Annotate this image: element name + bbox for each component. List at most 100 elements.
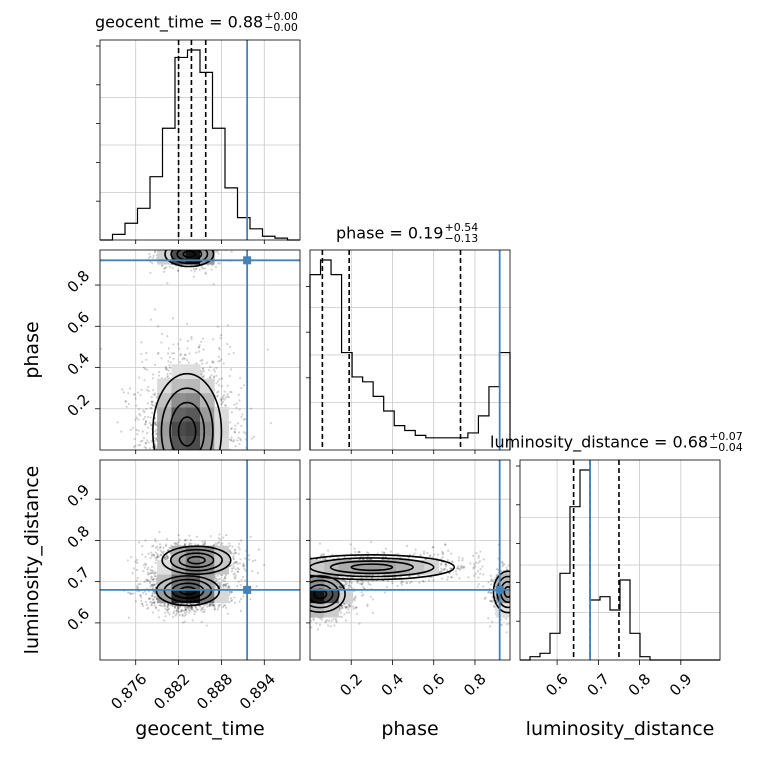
sample-point xyxy=(197,453,199,455)
sample-point xyxy=(227,352,230,356)
sample-point xyxy=(124,400,127,403)
sample-point xyxy=(171,352,174,355)
sample-point xyxy=(176,244,178,246)
sample-point xyxy=(202,479,204,481)
sample-point xyxy=(158,546,162,549)
sample-point xyxy=(153,574,157,578)
sample-point xyxy=(216,476,218,478)
sample-point xyxy=(233,430,236,433)
sample-point xyxy=(179,455,181,457)
sample-point xyxy=(239,376,242,380)
sample-point xyxy=(204,457,206,459)
sample-point xyxy=(166,605,169,608)
sample-point xyxy=(144,441,147,445)
sample-point xyxy=(165,368,168,371)
sample-point xyxy=(239,488,241,490)
sample-point xyxy=(176,471,178,473)
sample-point xyxy=(140,496,142,498)
sample-point xyxy=(197,474,199,476)
sample-point xyxy=(207,456,209,458)
sample-point xyxy=(154,453,156,455)
sample-point xyxy=(190,336,193,339)
sample-point xyxy=(197,244,199,246)
sample-point xyxy=(127,616,131,619)
sample-point xyxy=(175,242,177,244)
sample-point xyxy=(178,605,181,609)
sample-point xyxy=(242,418,245,421)
sample-point xyxy=(222,584,225,587)
sample-point xyxy=(188,466,190,468)
sample-point xyxy=(139,482,141,484)
sample-point xyxy=(179,468,181,470)
sample-point xyxy=(172,357,175,360)
sample-point xyxy=(230,427,233,430)
sample-point xyxy=(177,342,180,346)
sample-point xyxy=(212,360,215,363)
sample-point xyxy=(226,517,228,519)
sample-point xyxy=(187,609,190,612)
sample-point xyxy=(140,341,143,344)
sample-point xyxy=(174,467,176,469)
sample-point xyxy=(228,345,232,349)
sample-point xyxy=(165,557,169,560)
sample-point xyxy=(153,455,155,457)
sample-point xyxy=(146,579,149,582)
sample-point xyxy=(160,245,162,247)
sample-point xyxy=(153,595,156,598)
sample-point xyxy=(186,471,188,473)
sample-point xyxy=(203,542,207,545)
sample-point xyxy=(205,473,207,475)
sample-point xyxy=(233,561,236,564)
sample-point xyxy=(195,242,197,244)
sample-point xyxy=(230,537,232,539)
sample-point xyxy=(187,517,189,519)
sample-point xyxy=(183,465,185,467)
sample-point xyxy=(152,544,155,547)
sample-point xyxy=(180,246,182,248)
sample-point xyxy=(200,460,202,462)
sample-point xyxy=(192,467,194,469)
sample-point xyxy=(188,247,190,249)
sample-point xyxy=(182,453,184,455)
sample-point xyxy=(211,502,213,504)
sample-point xyxy=(202,337,205,340)
sample-point xyxy=(209,365,212,368)
sample-point xyxy=(209,507,211,509)
sample-point xyxy=(218,603,222,607)
sample-point xyxy=(202,370,206,373)
sample-point xyxy=(236,439,239,442)
sample-point xyxy=(191,247,193,249)
sample-point xyxy=(197,248,199,250)
sample-point xyxy=(201,359,204,362)
sample-point xyxy=(154,445,157,448)
sample-point xyxy=(166,557,170,560)
sample-point xyxy=(219,397,222,400)
sample-point xyxy=(183,454,185,456)
sample-point xyxy=(237,568,241,571)
sample-point xyxy=(174,605,177,608)
sample-point xyxy=(188,458,190,460)
sample-point xyxy=(186,606,189,609)
sample-point xyxy=(207,604,210,607)
sample-point xyxy=(164,474,166,476)
sample-point xyxy=(143,423,147,426)
contour-line xyxy=(170,250,209,265)
sample-point xyxy=(221,579,225,582)
sample-point xyxy=(150,603,153,606)
sample-point xyxy=(150,583,153,587)
sample-point xyxy=(204,271,207,274)
sample-point xyxy=(230,439,233,442)
sample-point xyxy=(209,469,211,471)
sample-point xyxy=(183,609,186,612)
sample-point xyxy=(199,456,201,458)
sample-point xyxy=(194,468,196,470)
sample-point xyxy=(179,610,183,613)
sample-point xyxy=(233,431,237,434)
sample-point xyxy=(229,461,231,463)
sample-point xyxy=(171,604,174,607)
sample-point xyxy=(230,567,234,570)
sample-point xyxy=(223,398,226,401)
sample-point xyxy=(205,500,207,502)
sample-point xyxy=(195,465,197,467)
sample-point xyxy=(192,453,194,455)
